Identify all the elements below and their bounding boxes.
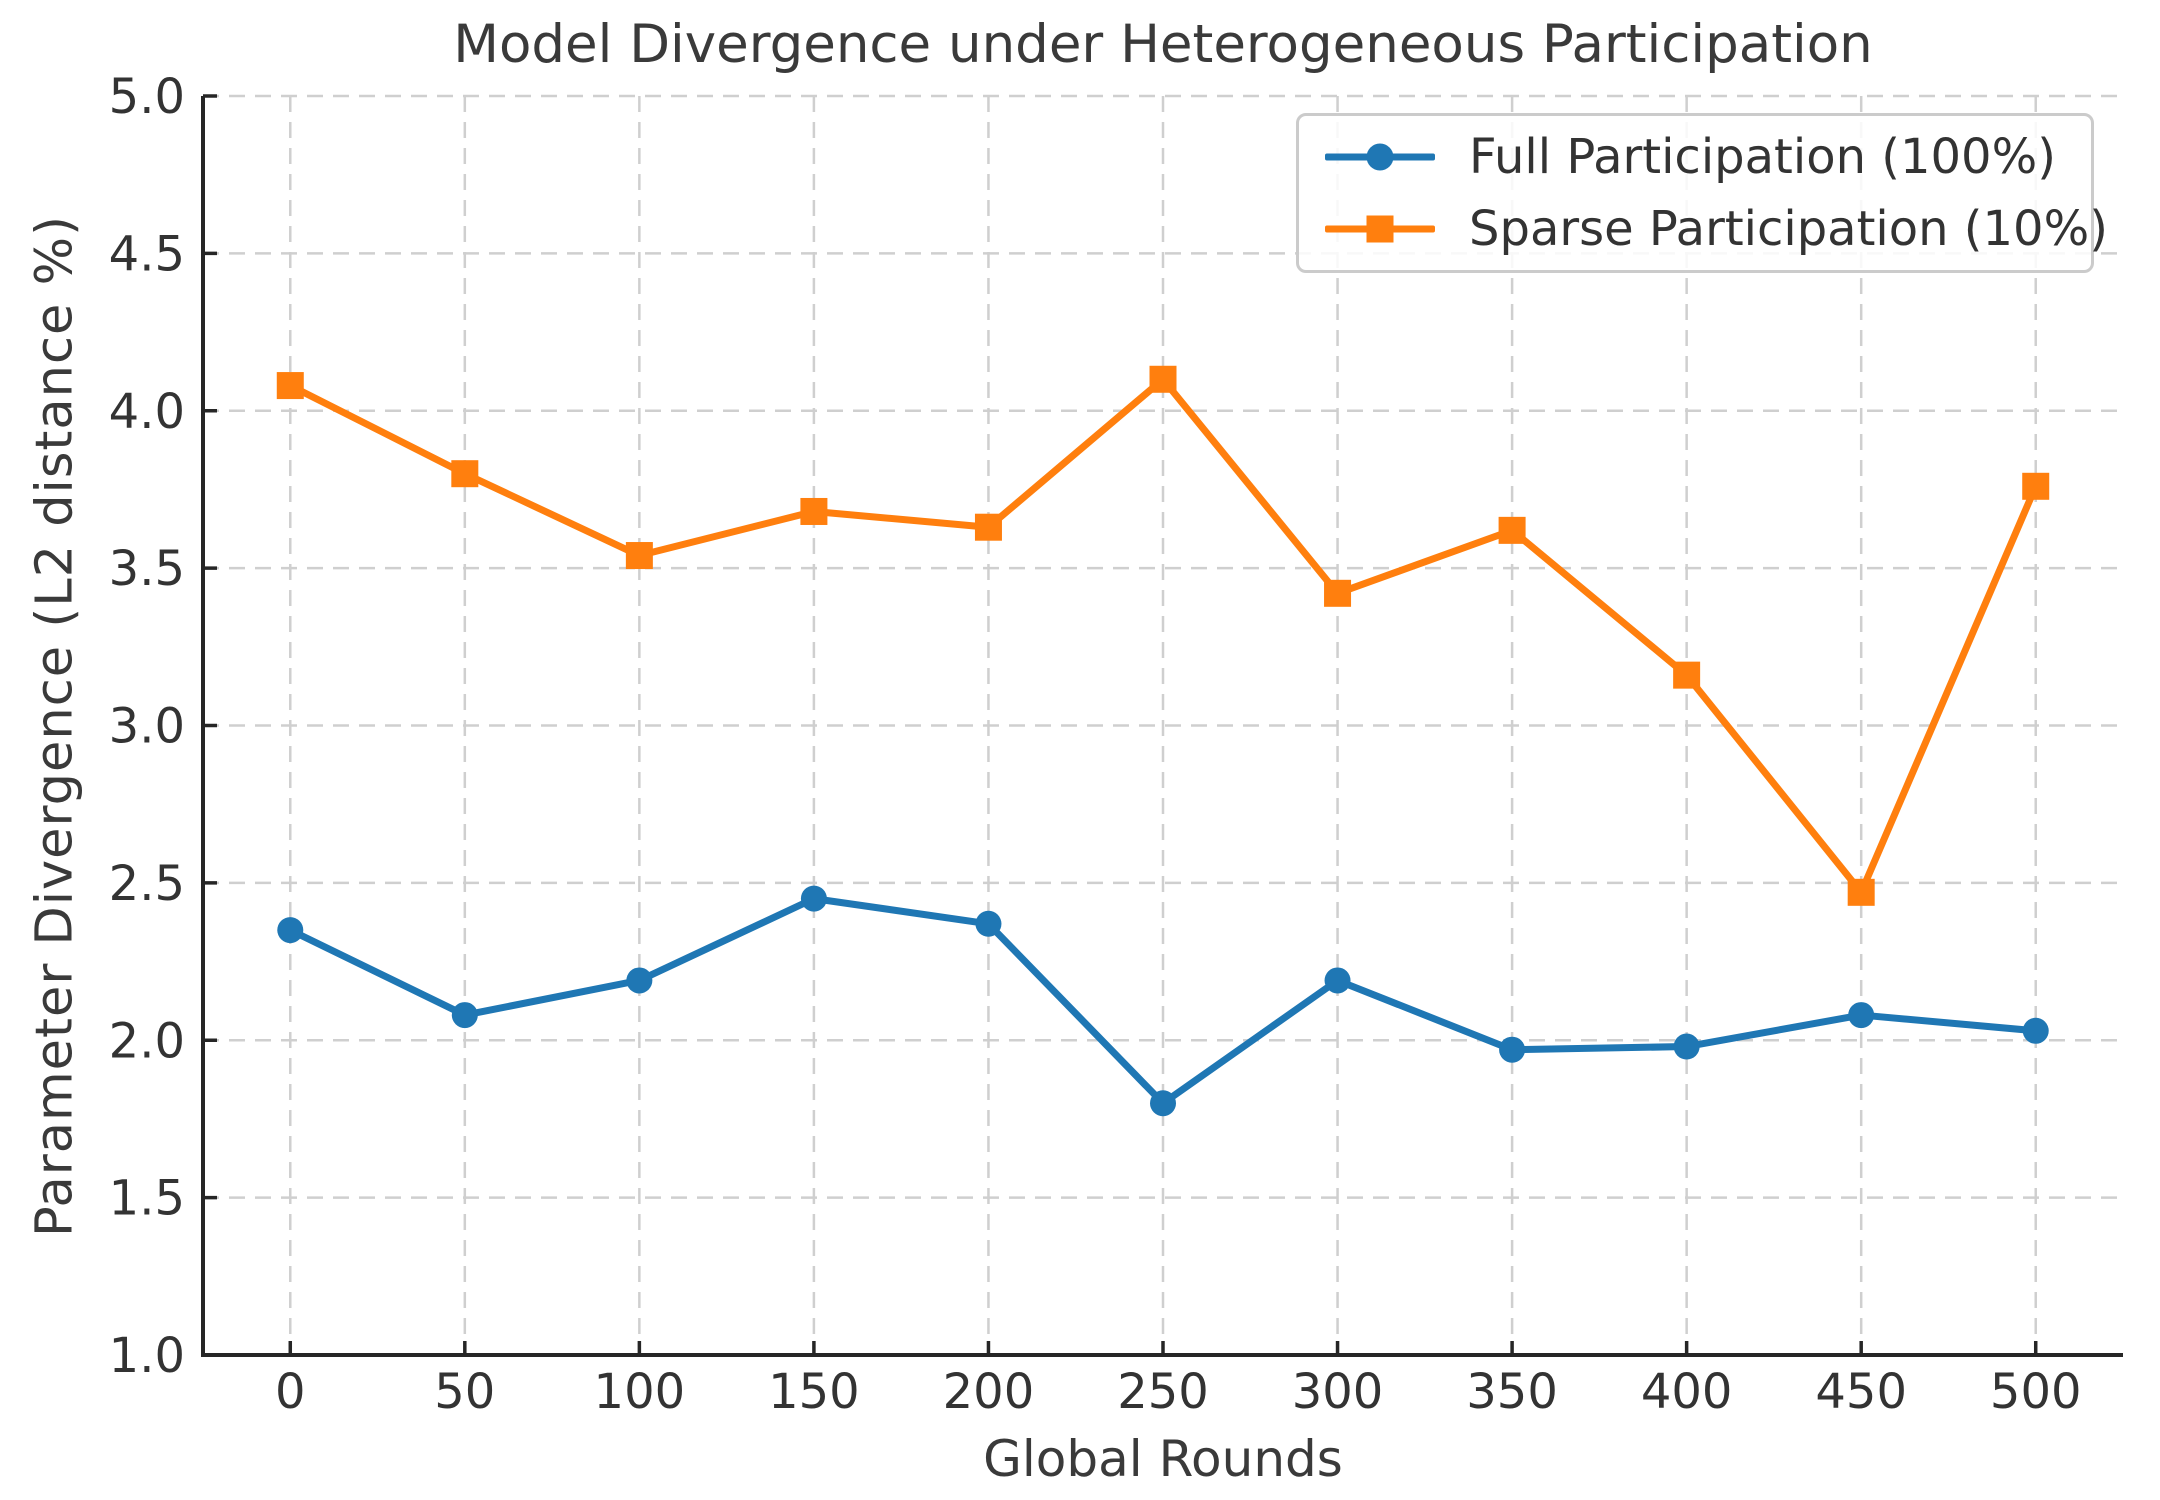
y-tick-label: 3.0: [109, 699, 185, 755]
data-point-marker: [1673, 661, 1701, 689]
y-tick-label: 5.0: [109, 69, 185, 125]
x-tick-label: 200: [943, 1364, 1035, 1420]
y-tick-label: 1.5: [109, 1171, 185, 1227]
x-tick-label: 350: [1466, 1364, 1558, 1420]
x-tick-label: 150: [768, 1364, 860, 1420]
data-point-marker: [1847, 878, 1875, 906]
data-point-marker: [451, 1002, 478, 1029]
data-point-marker: [800, 885, 827, 912]
data-point-marker: [1149, 365, 1177, 393]
x-tick-label: 300: [1292, 1364, 1384, 1420]
x-tick-label: 500: [1990, 1364, 2082, 1420]
y-tick-label: 3.5: [109, 541, 185, 597]
data-point-marker: [2022, 1017, 2049, 1044]
data-point-marker: [277, 917, 304, 944]
x-axis-label: Global Rounds: [983, 1430, 1343, 1488]
legend-swatch-sparse-participation: [1325, 205, 1435, 253]
x-tick-label: 450: [1815, 1364, 1907, 1420]
legend-item-full-participation: Full Participation (100%): [1325, 133, 2065, 181]
data-point-marker: [800, 497, 828, 525]
data-point-marker: [2022, 472, 2050, 500]
data-point-marker: [975, 910, 1002, 937]
data-point-marker: [1324, 967, 1351, 994]
y-tick-label: 4.0: [109, 384, 185, 440]
chart-title: Model Divergence under Heterogeneous Par…: [453, 14, 1873, 75]
y-tick-label: 1.0: [109, 1328, 185, 1384]
legend: Full Participation (100%) Sparse Partici…: [1296, 113, 2108, 273]
series-line: [286, 375, 2040, 896]
data-point-marker: [451, 460, 479, 488]
y-axis-label: Parameter Divergence (L2 distance %): [25, 215, 85, 1237]
data-point-marker: [625, 542, 653, 570]
legend-label: Full Participation (100%): [1469, 129, 2056, 185]
x-tick-label: 250: [1117, 1364, 1209, 1420]
data-point-marker: [1324, 579, 1352, 607]
data-point-marker: [626, 967, 653, 994]
x-tick-label: 100: [594, 1364, 686, 1420]
legend-item-sparse-participation: Sparse Participation (10%): [1325, 205, 2108, 253]
legend-swatch-full-participation: [1325, 133, 1435, 181]
x-tick-label: 50: [434, 1364, 495, 1420]
x-tick-label: 0: [275, 1364, 306, 1420]
square-marker-icon: [1366, 215, 1394, 243]
data-point-marker: [1848, 1002, 1875, 1029]
y-tick-label: 4.5: [109, 226, 185, 282]
data-point-marker: [1499, 1036, 1526, 1063]
data-point-marker: [1498, 516, 1526, 544]
data-point-marker: [276, 372, 304, 400]
data-point-marker: [1673, 1033, 1700, 1060]
data-point-marker: [974, 513, 1002, 541]
y-tick-label: 2.5: [109, 856, 185, 912]
data-point-marker: [1150, 1090, 1176, 1117]
x-tick-label: 400: [1641, 1364, 1733, 1420]
circle-marker-icon: [1366, 143, 1394, 171]
y-tick-label: 2.0: [109, 1013, 185, 1069]
legend-label: Sparse Participation (10%): [1469, 201, 2108, 257]
